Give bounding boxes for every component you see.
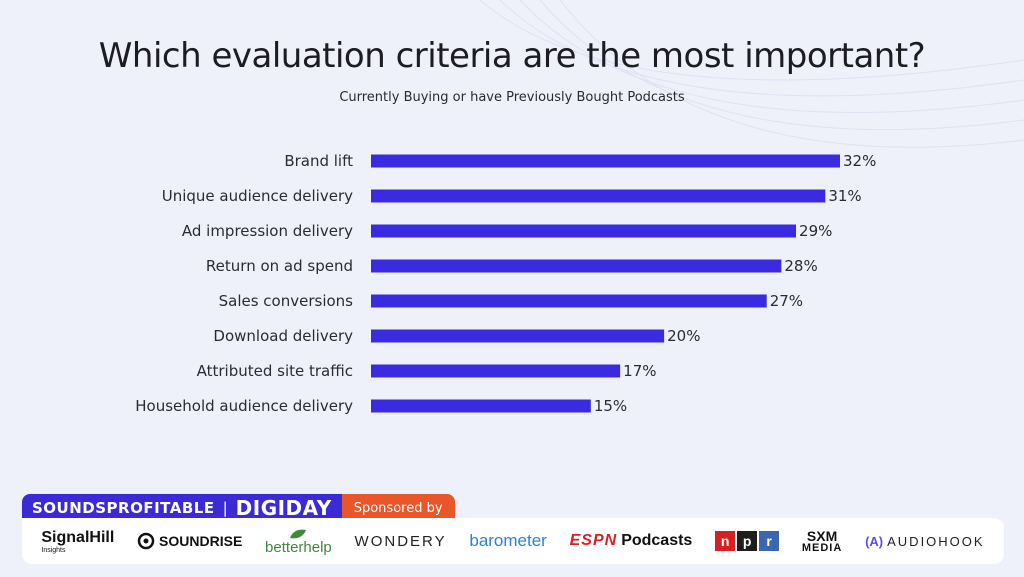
value-label: 31%	[828, 187, 861, 205]
chart-title: Which evaluation criteria are the most i…	[98, 36, 926, 76]
espn-podcasts-logo: ESPN Podcasts	[570, 532, 693, 550]
soundrise-text: SOUNDRISE	[159, 533, 243, 549]
bar	[371, 224, 797, 238]
betterhelp-leaf-icon	[290, 529, 307, 538]
value-label: 32%	[843, 152, 876, 170]
soundrise-logo: SOUNDRISE	[137, 532, 242, 550]
wondery-logo: WONDERY	[354, 532, 447, 550]
category-label: Unique audience delivery	[162, 187, 353, 205]
category-label: Attributed site traffic	[197, 362, 353, 380]
value-label: 29%	[799, 222, 832, 240]
category-label: Household audience delivery	[135, 397, 353, 415]
value-label: 20%	[667, 327, 700, 345]
bar	[371, 329, 665, 343]
signalhill-text: SignalHill	[41, 528, 115, 546]
category-label: Return on ad spend	[206, 257, 353, 275]
sxm-text: SXM	[806, 527, 838, 544]
bar	[371, 364, 621, 378]
category-label: Brand lift	[284, 152, 353, 170]
bar	[371, 189, 826, 203]
sponsored-by-label: Sponsored by	[341, 494, 455, 522]
bar	[371, 259, 782, 273]
signalhill-subtext: Insights	[41, 546, 66, 554]
npr-letter-n: n	[715, 531, 736, 551]
brand-separator: |	[222, 499, 228, 517]
audiohook-logo: (A) AUDIOHOOK	[865, 534, 985, 549]
bar	[371, 399, 591, 413]
category-label: Ad impression delivery	[182, 222, 353, 240]
bar	[371, 154, 840, 168]
espn-podcasts-text: Podcasts	[621, 532, 693, 549]
audiohook-icon: (A)	[865, 533, 884, 549]
sounds-profitable-logo: SOUNDSPROFITABLE	[32, 499, 215, 517]
espn-mark: ESPN	[569, 532, 618, 549]
category-label: Download delivery	[213, 327, 353, 345]
value-label: 15%	[594, 397, 627, 415]
betterhelp-logo: betterhelp	[265, 528, 332, 555]
barometer-logo: barometer	[469, 531, 547, 550]
audiohook-text: AUDIOHOOK	[887, 533, 985, 549]
sponsor-logo-strip: SignalHill Insights SOUNDRISE betterhelp…	[22, 518, 1004, 564]
digiday-logo: DIGIDAY	[235, 496, 332, 520]
npr-letter-r: r	[759, 531, 780, 551]
npr-letter-p: p	[737, 531, 758, 551]
signalhill-logo: SignalHill Insights	[41, 529, 114, 554]
soundrise-icon	[137, 532, 155, 550]
betterhelp-text: betterhelp	[265, 538, 332, 556]
value-label: 28%	[784, 257, 817, 275]
sxm-media-logo: SXM MEDIA	[802, 529, 842, 554]
brand-bar: SOUNDSPROFITABLE | DIGIDAY Sponsored by	[22, 494, 455, 522]
value-label: 27%	[770, 292, 803, 310]
brand-logo: SOUNDSPROFITABLE | DIGIDAY	[22, 494, 342, 522]
bar	[371, 294, 767, 308]
sxm-media-text: MEDIA	[801, 541, 843, 554]
category-label: Sales conversions	[219, 292, 354, 310]
value-label: 17%	[623, 362, 656, 380]
chart-subtitle: Currently Buying or have Previously Boug…	[339, 90, 685, 105]
